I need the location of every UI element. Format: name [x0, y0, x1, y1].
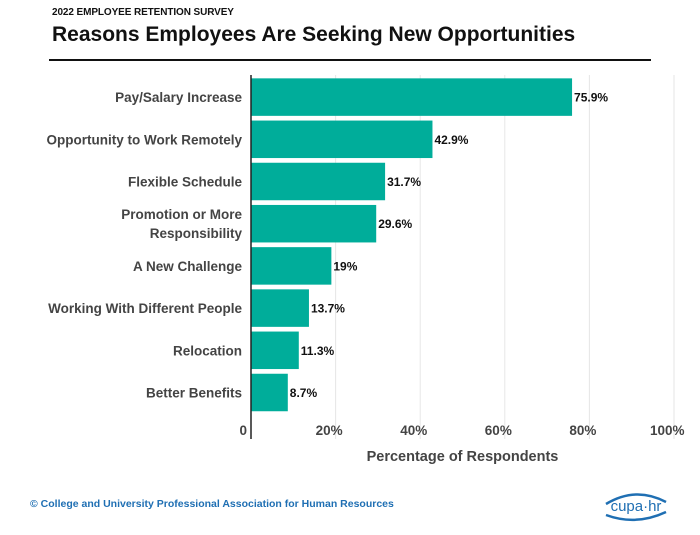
x-tick-label: 60%	[485, 423, 512, 438]
footer-copyright: © College and University Professional As…	[30, 498, 394, 510]
category-label: A New Challenge	[133, 259, 243, 274]
title-divider	[49, 59, 651, 61]
chart-title: Reasons Employees Are Seeking New Opport…	[52, 23, 576, 46]
category-label: Relocation	[173, 343, 242, 358]
bar-value-label: 29.6%	[378, 217, 412, 231]
bar	[251, 162, 386, 201]
x-tick-label: 80%	[569, 423, 596, 438]
bar	[251, 78, 573, 116]
bar-value-label: 19%	[333, 259, 357, 273]
bar	[251, 373, 288, 412]
category-label: Pay/Salary Increase	[115, 90, 242, 105]
bar-value-label: 75.9%	[574, 91, 608, 105]
bar	[251, 204, 377, 243]
chart-supertitle: 2022 EMPLOYEE RETENTION SURVEY	[52, 7, 234, 18]
bar-value-label: 11.3%	[301, 344, 335, 358]
x-tick-label: 40%	[400, 423, 427, 438]
bar	[251, 247, 332, 285]
x-tick-label: 20%	[316, 423, 343, 438]
bar-chart: 75.9% Pay/Salary Increase 42.9% Opportunity…	[46, 75, 685, 465]
cupa-hr-logo: cupa·hr	[605, 493, 667, 521]
bar	[251, 331, 299, 370]
x-axis-title: Percentage of Respondents	[367, 449, 559, 465]
bar-value-label: 42.9%	[434, 133, 468, 147]
category-label: Promotion or More	[121, 207, 242, 222]
category-label: Flexible Schedule	[128, 175, 243, 190]
x-tick-label: 0	[239, 423, 247, 438]
bar-value-label: 13.7%	[311, 302, 345, 316]
logo-text: cupa·hr	[611, 498, 662, 515]
bar-value-label: 31.7%	[387, 175, 421, 189]
x-tick-label: 100%	[650, 423, 685, 438]
category-label: Opportunity to Work Remotely	[46, 132, 242, 147]
bar	[251, 120, 433, 159]
bar	[251, 289, 309, 327]
category-label: Working With Different People	[48, 301, 242, 316]
category-label: Responsibility	[150, 226, 243, 241]
bar-value-label: 8.7%	[290, 386, 318, 400]
logo-arc-bottom	[605, 510, 667, 521]
logo-arc-top	[605, 493, 667, 506]
category-label: Better Benefits	[146, 386, 242, 401]
